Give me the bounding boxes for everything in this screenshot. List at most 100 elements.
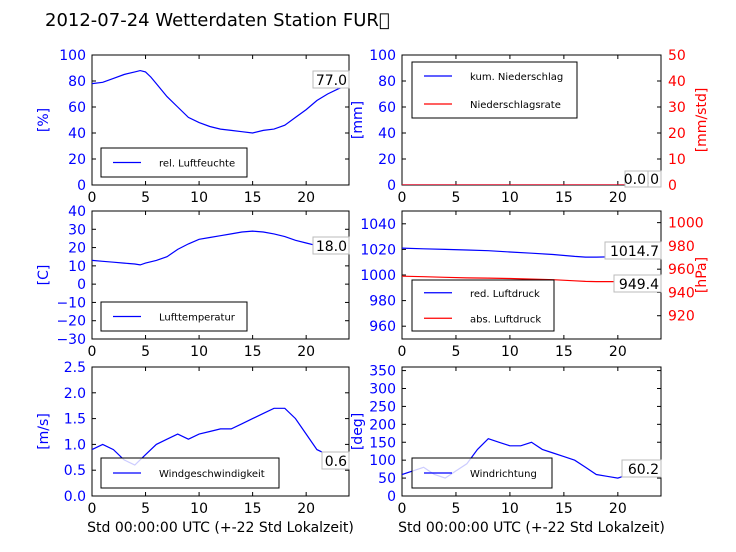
x-tick-label: 10 [501,501,519,517]
y-tick-label: 0 [77,277,86,293]
x-tick-label: 10 [501,190,519,206]
value-annotation-box [621,459,662,478]
y-tick-label: 250 [369,399,396,415]
y-tick-label: 1020 [360,242,396,258]
y-tick-label: 300 [369,382,396,398]
legend-label: Windrichtung [470,469,537,480]
value-annotation: 1014.7 [610,244,659,260]
x-tick-label: 10 [501,344,519,360]
legend-label: kum. Niederschlag [470,72,563,83]
y-tick-label: 100 [369,453,396,469]
x-axis-label: Std 00:00:00 UTC (+-22 Std Lokalzeit) [87,520,354,536]
series-line-0 [92,69,349,134]
x-tick-label: 20 [609,344,627,360]
y-tick-label: 80 [68,74,86,90]
x-axis-label: Std 00:00:00 UTC (+-22 Std Lokalzeit) [398,520,665,536]
y-tick-label: 30 [68,222,86,238]
legend-label: Niederschlagsrate [470,100,561,111]
y-tick-label: 1.0 [64,437,86,453]
x-tick-label: 20 [297,190,315,206]
y-tick-label: −10 [56,295,86,311]
x-tick-label: 20 [609,501,627,517]
y-tick-label: 0 [77,178,86,194]
y-tick-label: 2.5 [64,360,86,376]
chart-panel-top-right: 0 5 10 15 20 0 20 40 60 80 100 0 10 20 30 40 50 [mm] [mm/s… [350,48,710,206]
y2-axis-label: [hPa] [694,257,710,293]
y2-tick-label: 0 [668,178,677,194]
y-tick-label: 50 [378,471,396,487]
y-tick-label: 0 [387,178,396,194]
y-tick-label: 60 [68,100,86,116]
y2-tick-label: 960 [668,262,695,278]
x-tick-label: 5 [451,344,460,360]
x-tick-label: 15 [244,344,262,360]
y-tick-label: 20 [68,152,86,168]
chart-panel-top-left: 0 5 10 15 20 0 20 40 60 80 100 [%] rel. Luftfeuchte 7… [36,48,350,206]
y2-tick-label: 1000 [668,216,704,232]
y-tick-label: 980 [369,294,396,310]
y2-tick-label: 940 [668,285,695,301]
x-tick-label: 5 [451,501,460,517]
x-tick-label: 15 [555,190,573,206]
x-tick-label: 5 [141,190,150,206]
chart-panel-middle-left: 0 5 10 15 20 −30 −20 −10 0 10 20 30 40 [C] Lufttempera… [36,204,350,360]
x-tick-label: 20 [609,190,627,206]
value-annotation-2: 0.0 [624,172,646,188]
y-tick-label: 1000 [360,268,396,284]
y2-tick-label: 40 [668,74,686,90]
value-annotation-box [624,170,649,188]
y-tick-label: 80 [378,74,396,90]
y-tick-label: 40 [68,204,86,220]
x-tick-label: 5 [141,501,150,517]
y-tick-label: 0.0 [64,489,86,505]
y-axis-label: [%] [36,108,52,132]
y2-tick-label: 980 [668,239,695,255]
series-line-0 [92,230,349,266]
value-annotation: 77.0 [316,73,347,89]
y-tick-label: 1.5 [64,412,86,428]
x-tick-label: 10 [190,344,208,360]
value-annotation-box [613,274,662,293]
y-axis-label: [m/s] [36,413,52,450]
x-tick-label: 5 [141,344,150,360]
y-tick-label: 20 [378,152,396,168]
value-annotation-box [604,241,662,260]
y-tick-label: 1040 [360,217,396,233]
y-tick-label: 100 [59,48,86,64]
x-tick-label: 0 [398,344,407,360]
figure-title: 2012-07-24 Wetterdaten Station FUR  [45,10,390,31]
y2-tick-label: 10 [668,152,686,168]
x-tick-label: 15 [244,501,262,517]
x-tick-label: 15 [555,501,573,517]
x-tick-label: 0 [88,344,97,360]
value-annotation-2: 949.4 [619,277,659,293]
y-tick-label: 200 [369,417,396,433]
x-tick-label: 20 [297,501,315,517]
x-tick-label: 5 [451,190,460,206]
y-tick-label: 40 [68,126,86,142]
x-tick-label: 15 [555,344,573,360]
x-tick-label: 10 [190,190,208,206]
x-tick-label: 20 [297,344,315,360]
y-tick-label: 0 [387,489,396,505]
y-axis-label: [deg] [350,413,366,450]
y-tick-label: 40 [378,126,396,142]
y-tick-label: 0.5 [64,463,86,479]
value-annotation: 0.6 [325,454,347,470]
y-tick-label: 150 [369,435,396,451]
y-tick-label: 960 [369,319,396,335]
y-axis-label: [mm] [350,101,366,139]
x-tick-label: 10 [190,501,208,517]
chart-panel-bottom-left: 0 5 10 15 20 0.0 0.5 1.0 1.5 2.0 2.5 [m/s] Std 00:00… [36,360,354,536]
value-annotation: 60.2 [628,462,659,478]
y-tick-label: 20 [68,241,86,257]
y2-tick-label: 30 [668,100,686,116]
legend-label: red. Luftdruck [470,289,540,300]
x-tick-label: 0 [398,190,407,206]
y2-axis-label: [mm/std] [694,88,710,153]
y-tick-label: 2.0 [64,386,86,402]
value-annotation-box [321,451,350,470]
x-tick-label: 15 [244,190,262,206]
y-tick-label: −30 [56,332,86,348]
